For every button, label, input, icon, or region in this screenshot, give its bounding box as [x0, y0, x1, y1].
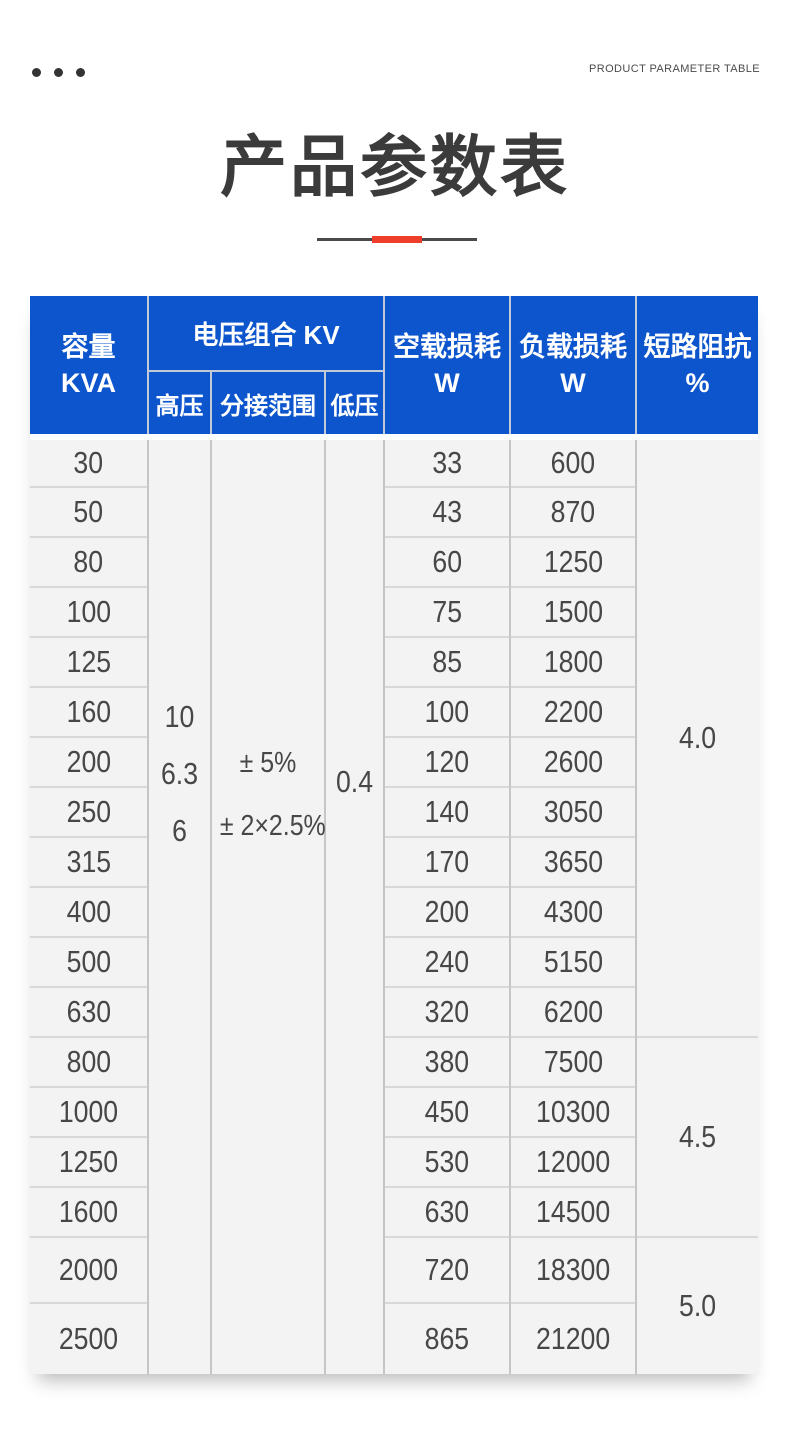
capacity-cell: 100	[30, 586, 148, 637]
header-load-loss: 负载损耗 W	[509, 296, 636, 437]
tap-range-cell: ± 5% ± 2×2.5%	[210, 434, 326, 1374]
no-load-loss-cell: 140	[383, 786, 510, 837]
capacity-cell: 315	[30, 836, 148, 887]
title-divider	[317, 236, 477, 243]
no-load-loss-cell: 43	[383, 486, 510, 537]
impedance-cell: 4.5	[635, 1036, 758, 1237]
no-load-loss-cell: 85	[383, 636, 510, 687]
load-loss-cell: 7500	[509, 1036, 636, 1087]
table-row: 200 120 2600	[30, 736, 758, 787]
capacity-cell: 800	[30, 1036, 148, 1087]
table-row: 630 320 6200	[30, 986, 758, 1037]
load-loss-cell: 14500	[509, 1186, 636, 1237]
header-no-load-loss: 空载损耗 W	[383, 296, 510, 437]
no-load-loss-cell: 120	[383, 736, 510, 787]
no-load-loss-cell: 240	[383, 936, 510, 987]
header-row-sub: 高压 分接范围 低压	[30, 370, 758, 437]
capacity-cell: 2500	[30, 1302, 148, 1374]
table-row: 50 43 870	[30, 486, 758, 537]
capacity-cell: 630	[30, 986, 148, 1037]
no-load-loss-cell: 630	[383, 1186, 510, 1237]
header-tap-range: 分接范围	[210, 370, 325, 437]
divider-red-accent	[372, 236, 422, 243]
table-row: 30 10 6.3 6 ± 5% ± 2×2.5% 0.4 33 600 4.0	[30, 434, 758, 1374]
table-row: 1250 530 12000	[30, 1136, 758, 1187]
no-load-loss-cell: 75	[383, 586, 510, 637]
header-high-voltage: 高压	[147, 370, 211, 437]
impedance-cell: 5.0	[635, 1236, 758, 1374]
load-loss-cell: 3050	[509, 786, 636, 837]
header-impedance: 短路阻抗 %	[635, 296, 758, 437]
page-title: 产品参数表	[220, 130, 570, 205]
product-parameter-table: 容量 KVA 电压组合 KV 空载损耗 W 负载损耗 W 短路阻抗 % 高压 分…	[30, 296, 758, 1374]
table-row: 125 85 1800	[30, 636, 758, 687]
no-load-loss-cell: 720	[383, 1236, 510, 1303]
no-load-loss-cell: 530	[383, 1136, 510, 1187]
table-row: 500 240 5150	[30, 936, 758, 987]
table-row: 1000 450 10300	[30, 1086, 758, 1137]
load-loss-cell: 21200	[509, 1302, 636, 1374]
load-loss-cell: 2200	[509, 686, 636, 737]
load-loss-cell: 870	[509, 486, 636, 537]
capacity-cell: 1000	[30, 1086, 148, 1137]
load-loss-cell: 5150	[509, 936, 636, 987]
no-load-loss-cell: 60	[383, 536, 510, 587]
table-row: 400 200 4300	[30, 886, 758, 937]
ellipsis-dots-icon	[32, 68, 85, 77]
capacity-cell: 1250	[30, 1136, 148, 1187]
table-row: 250 140 3050	[30, 786, 758, 837]
header-capacity: 容量 KVA	[30, 296, 148, 437]
table-row: 2000 720 18300 5.0	[30, 1236, 758, 1374]
header-low-voltage: 低压	[324, 370, 384, 437]
capacity-cell: 2000	[30, 1236, 148, 1303]
load-loss-cell: 1800	[509, 636, 636, 687]
no-load-loss-cell: 200	[383, 886, 510, 937]
load-loss-cell: 3650	[509, 836, 636, 887]
capacity-cell: 125	[30, 636, 148, 687]
capacity-cell: 200	[30, 736, 148, 787]
capacity-cell: 400	[30, 886, 148, 937]
capacity-cell: 1600	[30, 1186, 148, 1237]
product-parameter-table-wrap: 容量 KVA 电压组合 KV 空载损耗 W 负载损耗 W 短路阻抗 % 高压 分…	[30, 296, 758, 1374]
header-row-main: 容量 KVA 电压组合 KV 空载损耗 W 负载损耗 W 短路阻抗 %	[30, 296, 758, 437]
load-loss-cell: 18300	[509, 1236, 636, 1303]
load-loss-cell: 600	[509, 434, 636, 487]
load-loss-cell: 1500	[509, 586, 636, 637]
table-row: 2500 865 21200	[30, 1302, 758, 1374]
load-loss-cell: 12000	[509, 1136, 636, 1187]
impedance-cell: 4.0	[635, 434, 758, 1037]
load-loss-cell: 6200	[509, 986, 636, 1037]
capacity-cell: 50	[30, 486, 148, 537]
no-load-loss-cell: 320	[383, 986, 510, 1037]
table-row: 315 170 3650	[30, 836, 758, 887]
table-row: 160 100 2200	[30, 686, 758, 737]
table-row: 80 60 1250	[30, 536, 758, 587]
capacity-cell: 500	[30, 936, 148, 987]
capacity-cell: 80	[30, 536, 148, 587]
load-loss-cell: 4300	[509, 886, 636, 937]
capacity-cell: 30	[30, 434, 148, 487]
table-row: 1600 630 14500	[30, 1186, 758, 1237]
capacity-cell: 160	[30, 686, 148, 737]
no-load-loss-cell: 865	[383, 1302, 510, 1374]
topbar-english-label: PRODUCT PARAMETER TABLE	[589, 63, 760, 75]
table-row: 100 75 1500	[30, 586, 758, 637]
load-loss-cell: 2600	[509, 736, 636, 787]
capacity-cell: 250	[30, 786, 148, 837]
high-voltage-cell: 10 6.3 6	[147, 434, 211, 1374]
table-row: 800 380 7500 4.5	[30, 1036, 758, 1237]
no-load-loss-cell: 380	[383, 1036, 510, 1087]
low-voltage-cell: 0.4	[324, 434, 384, 1374]
no-load-loss-cell: 100	[383, 686, 510, 737]
no-load-loss-cell: 170	[383, 836, 510, 887]
header-voltage-group: 电压组合 KV	[147, 296, 384, 371]
no-load-loss-cell: 33	[383, 434, 510, 487]
load-loss-cell: 1250	[509, 536, 636, 587]
no-load-loss-cell: 450	[383, 1086, 510, 1137]
load-loss-cell: 10300	[509, 1086, 636, 1137]
